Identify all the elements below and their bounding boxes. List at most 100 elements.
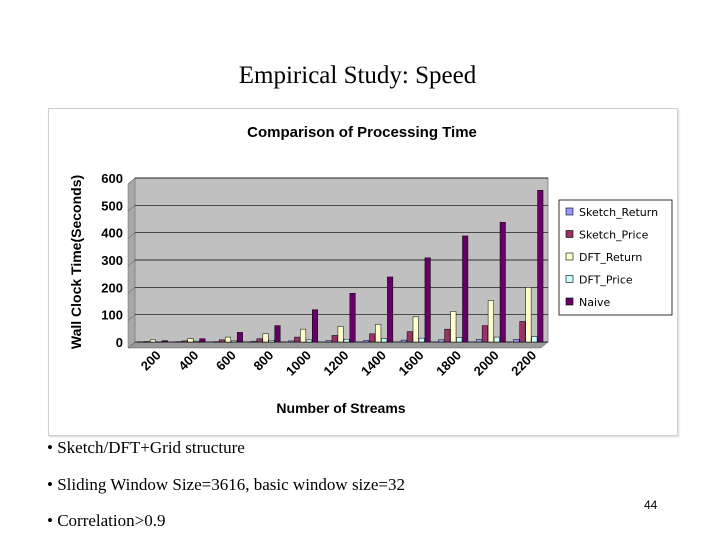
bar-dft-price	[155, 341, 162, 343]
bar-dft-return	[262, 333, 269, 343]
y-axis-label: Wall Clock Time(Seconds)	[68, 175, 84, 349]
gridline-depth	[127, 341, 136, 349]
bar-sketch-return	[138, 341, 144, 343]
bar-dft-return	[450, 311, 457, 343]
bar-naive	[199, 338, 206, 343]
y-tick-label: 600	[101, 171, 123, 186]
x-tick-label: 1200	[320, 348, 351, 379]
bar-dft-return	[149, 339, 156, 343]
bar-sketch-return	[175, 341, 182, 343]
legend-swatch	[565, 207, 574, 216]
legend-swatch	[565, 230, 574, 238]
bar-sketch-return	[475, 339, 482, 343]
bar-dft-return	[487, 300, 494, 343]
bar-naive	[161, 340, 168, 343]
x-axis-label: Number of Streams	[276, 400, 405, 416]
plot-floor	[127, 341, 549, 349]
slide-title: Empirical Study: Speed	[238, 62, 477, 89]
bar-dft-price	[456, 337, 463, 343]
legend-label: DFT_Return	[579, 251, 642, 264]
bar-sketch-price	[331, 335, 338, 343]
legend-box	[558, 199, 673, 316]
bar-sketch-price	[256, 338, 263, 343]
bar-naive	[236, 332, 243, 343]
x-tick-label: 200	[138, 348, 164, 374]
bar-sketch-price	[481, 325, 488, 343]
legend-label: DFT_Price	[579, 274, 633, 287]
bar-naive	[274, 325, 281, 343]
bar-dft-price	[493, 336, 500, 343]
bar-dft-price	[381, 338, 388, 343]
legend-swatch	[565, 297, 574, 306]
bar-naive	[537, 190, 544, 343]
gridline-depth	[127, 177, 136, 185]
x-tick-label: 1800	[433, 348, 464, 379]
legend-label: Sketch_Price	[579, 229, 649, 242]
bar-sketch-return	[250, 340, 257, 343]
bar-sketch-price	[444, 328, 451, 343]
bar-dft-price	[306, 339, 313, 343]
bar-sketch-price	[294, 336, 301, 343]
bar-dft-return	[337, 326, 344, 343]
bar-dft-return	[525, 287, 532, 343]
bar-dft-price	[193, 340, 200, 343]
chart-title: Comparison of Processing Time	[247, 124, 477, 141]
bar-sketch-price	[369, 333, 376, 343]
bar-naive	[462, 235, 469, 343]
bar-naive	[312, 309, 319, 343]
bar-naive	[349, 293, 356, 343]
y-tick-label: 200	[101, 280, 123, 295]
bar-sketch-return	[363, 340, 370, 343]
bar-dft-return	[187, 338, 194, 343]
bar-sketch-return	[513, 339, 520, 343]
x-tick-label: 400	[175, 348, 201, 374]
bar-sketch-price	[406, 331, 413, 343]
bar-sketch-return	[288, 340, 295, 343]
bar-dft-return	[300, 328, 307, 343]
bar-naive	[424, 257, 431, 343]
legend-label: Sketch_Return	[579, 206, 658, 219]
legend-swatch	[565, 252, 574, 261]
x-tick-label: 1400	[358, 348, 389, 379]
y-tick-label: 100	[101, 308, 123, 323]
x-tick-label: 2200	[508, 348, 539, 379]
x-tick-label: 1600	[396, 348, 427, 379]
gridline-depth	[127, 259, 136, 267]
bar-sketch-return	[400, 339, 407, 343]
x-tick-label: 2000	[471, 348, 502, 379]
legend-label: Naive	[579, 296, 611, 309]
y-tick-label: 300	[101, 253, 123, 268]
bar-dft-price	[343, 339, 350, 343]
bar-sketch-price	[181, 340, 188, 343]
gridline-depth	[127, 287, 136, 294]
y-tick-label: 0	[116, 335, 123, 350]
bar-dft-price	[531, 336, 538, 343]
bar-sketch-return	[213, 341, 220, 343]
bar-dft-return	[375, 323, 382, 343]
gridline-depth	[127, 232, 136, 239]
gridline-depth	[127, 205, 136, 212]
bar-sketch-return	[438, 339, 445, 343]
page-number: 44	[644, 498, 658, 512]
bar-sketch-price	[219, 339, 226, 343]
bullet-window-size: • Sliding Window Size=3616, basic window…	[47, 475, 405, 494]
bar-dft-price	[268, 340, 275, 343]
legend-swatch	[565, 275, 574, 283]
y-tick-label: 500	[101, 198, 123, 213]
bar-sketch-return	[325, 340, 332, 343]
y-tick-label: 400	[101, 226, 123, 241]
x-tick-label: 1000	[283, 348, 314, 379]
gridline-depth	[127, 314, 136, 321]
bar-dft-return	[412, 316, 419, 343]
bar-naive	[387, 276, 394, 343]
bar-dft-price	[230, 340, 237, 343]
bar-sketch-price	[143, 341, 150, 343]
bar-naive	[499, 222, 506, 343]
bar-sketch-price	[519, 321, 526, 343]
bar-dft-return	[225, 336, 231, 343]
bar-dft-price	[418, 337, 425, 343]
bullet-structure: • Sketch/DFT+Grid structure	[47, 438, 245, 457]
bullet-correlation: • Correlation>0.9	[47, 511, 166, 530]
x-tick-label: 600	[213, 348, 239, 374]
